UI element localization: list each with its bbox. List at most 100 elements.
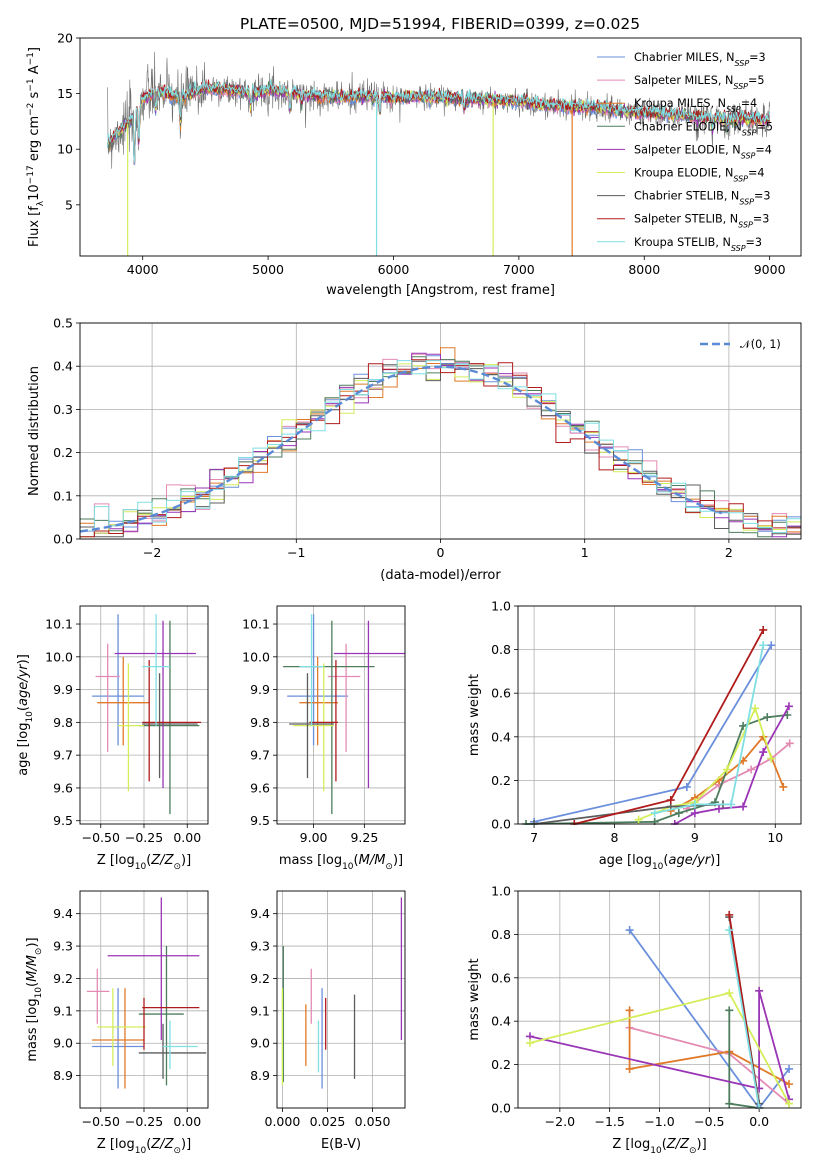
- y-tick-label: 9.0: [53, 1036, 73, 1051]
- legend-entry-count: =3: [753, 213, 770, 226]
- legend-entry-count: =3: [746, 236, 763, 249]
- y-tick-label: 8.9: [250, 1068, 270, 1083]
- x-axis-label-part: 10: [342, 862, 354, 872]
- y-tick-label: 1.0: [491, 884, 511, 899]
- panel-weight_vs_Z: −2.0 −1.5 −1.0 −0.5 0.0 0.0 0.2 0.4 0.6 0.8 1.0 Z […: [467, 884, 802, 1156]
- legend-entry-name: Kroupa MILES, N: [634, 97, 726, 110]
- x-axis-label-part: ⊙: [385, 862, 393, 872]
- x-tick-label: 10: [767, 830, 783, 845]
- y-axis-label-part: age/yr: [16, 663, 31, 706]
- y-axis-label-part: −1: [26, 52, 36, 65]
- y-tick-label: 0.2: [53, 445, 73, 460]
- y-tick-label: 0.2: [491, 1057, 511, 1072]
- x-tick-label: 0.050: [355, 1114, 391, 1129]
- weight-marker: [751, 704, 760, 713]
- weight-marker: [767, 641, 776, 650]
- x-tick-label: 0.00: [173, 830, 201, 845]
- x-tick-label: 9: [691, 830, 699, 845]
- y-tick-label: 0.8: [491, 642, 511, 657]
- weight-marker: [690, 800, 699, 809]
- weight-marker: [767, 754, 776, 763]
- panel-mass_vs_EBV: 0.000 0.025 0.050 8.9 9.0 9.1 9.2 9.3 9.4 E(B-V): [250, 890, 406, 1152]
- weight-marker: [759, 641, 768, 650]
- x-axis-label-part: 10: [650, 1146, 662, 1156]
- weight-line-chabrier-miles: [533, 644, 773, 823]
- y-axis-label: mass [log10(M/M⊙)]: [25, 937, 44, 1061]
- x-axis-label: age [log10(age/yr)]: [599, 853, 721, 872]
- x-tick-label: 0.00: [173, 1114, 201, 1129]
- y-axis-label: Normed distribution: [27, 366, 42, 496]
- panel-residuals: −2 −1 0 1 2 0.0 0.1 0.2 0.3 0.4 0.5 𝒩(0, 1) (data-mo…: [27, 316, 802, 583]
- x-axis-label-part: )]: [181, 1137, 191, 1152]
- y-tick-label: 9.1: [53, 1003, 73, 1018]
- x-tick-label: −2.0: [545, 1114, 575, 1129]
- legend-entry-sub: SSP: [733, 82, 748, 91]
- panel-frame: [517, 605, 802, 825]
- legend-entry-name: Chabrier MILES, N: [634, 51, 734, 64]
- weight-marker: [784, 702, 793, 711]
- x-tick-label: 8000: [628, 262, 660, 277]
- legend-entry-count: =5: [756, 120, 773, 133]
- weight-marker: [674, 809, 683, 818]
- legend-entry-sub: SSP: [738, 220, 753, 229]
- legend-entry: Kroupa MILES, NSSP=4: [634, 97, 757, 114]
- weight-marker: [759, 748, 768, 757]
- weight-marker: [725, 910, 734, 919]
- x-tick-label: −2: [143, 545, 161, 560]
- y-axis-label-part: mass [log: [25, 998, 40, 1061]
- y-tick-label: 9.5: [53, 813, 73, 828]
- x-tick-label: 7000: [503, 262, 535, 277]
- y-tick-label: 0.5: [53, 316, 73, 331]
- x-axis-label-part: M/M: [359, 853, 386, 868]
- x-tick-label: 0.0: [749, 1114, 769, 1129]
- y-axis-label-part: 10: [25, 711, 35, 723]
- x-tick-label: 2: [725, 545, 733, 560]
- weight-marker: [725, 1099, 734, 1108]
- weight-line-kroupa-elodie: [638, 706, 773, 821]
- y-tick-label: 0.0: [491, 1101, 511, 1116]
- x-axis-label-part: )]: [181, 853, 191, 868]
- y-tick-label: 9.0: [250, 1036, 270, 1051]
- y-axis-label: mass weight: [467, 674, 482, 756]
- panel-frame: [79, 605, 209, 825]
- panel-frame: [276, 605, 406, 825]
- y-axis-label-part: 10: [27, 184, 42, 201]
- y-axis-label: Flux [fλ10−17 erg cm−2 s−1 A−1]: [26, 47, 46, 247]
- legend-entry-count: =3: [749, 51, 766, 64]
- y-tick-label: 0.6: [491, 686, 511, 701]
- weight-marker: [785, 1064, 794, 1073]
- x-axis-label-part: ⊙: [173, 862, 181, 872]
- panel-frame: [517, 890, 802, 1109]
- weight-marker: [785, 1099, 794, 1108]
- panel-frame: [79, 322, 802, 540]
- errorbar-plot-area: [283, 614, 405, 815]
- legend-entry: Kroupa ELODIE, NSSP=4: [634, 167, 765, 184]
- weight-line-salpeter-elodie: [529, 990, 790, 1100]
- panel-frame: [79, 890, 209, 1109]
- y-tick-label: 9.7: [250, 748, 270, 763]
- y-tick-label: 9.8: [250, 715, 270, 730]
- x-tick-label: 9.25: [350, 830, 378, 845]
- panel-frame: [79, 37, 802, 257]
- legend-entry: 𝒩(0, 1): [740, 338, 781, 351]
- y-tick-label: 8.9: [53, 1068, 73, 1083]
- legend-entry: Salpeter ELODIE, NSSP=4: [634, 143, 772, 160]
- legend-entry-name: Kroupa ELODIE, N: [634, 167, 733, 180]
- weight-marker: [690, 809, 699, 818]
- y-tick-label: 15: [57, 86, 73, 101]
- y-axis-label-part: M/M: [25, 955, 40, 982]
- y-axis-label-part: (: [25, 982, 40, 987]
- x-tick-label: 0.000: [265, 1114, 301, 1129]
- x-axis-label-part: (: [354, 853, 359, 868]
- x-tick-label: −1.0: [644, 1114, 674, 1129]
- weight-marker: [727, 800, 736, 809]
- y-tick-label: 5: [65, 197, 73, 212]
- normal-reference-curve: [80, 365, 723, 533]
- y-tick-label: 9.8: [53, 715, 73, 730]
- y-tick-label: 0.0: [491, 817, 511, 832]
- legend-entry: Kroupa STELIB, NSSP=3: [634, 236, 762, 253]
- legend-entry-name: Chabrier STELIB, N: [634, 190, 739, 203]
